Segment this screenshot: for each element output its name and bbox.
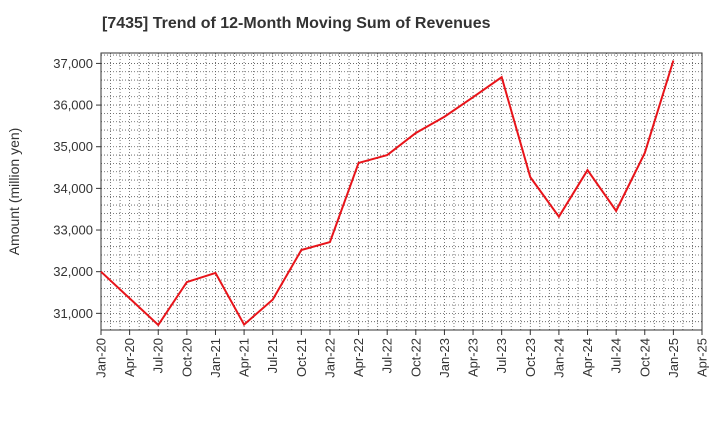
x-tick-label: Oct-22 — [408, 338, 423, 377]
x-tick-label: Jul-24 — [609, 338, 624, 373]
x-tick-label: Jan-25 — [666, 338, 681, 378]
y-axis-title: Amount (million yen) — [6, 128, 22, 256]
x-tick-label: Oct-20 — [179, 338, 194, 377]
y-tick-label: 33,000 — [53, 223, 93, 238]
x-tick-label: Oct-21 — [294, 338, 309, 377]
x-tick-label: Jan-21 — [208, 338, 223, 378]
x-tick-label: Jan-24 — [551, 338, 566, 378]
x-tick-label: Jul-21 — [265, 338, 280, 373]
plot-frame — [100, 52, 703, 331]
x-tick-label: Jan-22 — [322, 338, 337, 378]
x-tick-label: Oct-24 — [637, 338, 652, 377]
x-tick-label: Jul-23 — [494, 338, 509, 373]
y-tick-label: 35,000 — [53, 139, 93, 154]
y-tick-label: 36,000 — [53, 98, 93, 113]
y-tick-label: 37,000 — [53, 56, 93, 71]
x-tick-label: Apr-23 — [466, 338, 481, 377]
x-tick-label: Oct-23 — [523, 338, 538, 377]
series-line — [100, 60, 675, 327]
y-axis-ticks: 31,000 32,000 33,000 34,000 35,000 36,000 37,0… — [53, 56, 101, 321]
x-tick-label: Jan-23 — [437, 338, 452, 378]
x-tick-label: Apr-25 — [695, 338, 710, 377]
chart-title: [7435] Trend of 12-Month Moving Sum of R… — [102, 15, 491, 32]
y-tick-label: 34,000 — [53, 181, 93, 196]
x-tick-label: Jul-20 — [151, 338, 166, 373]
y-tick-label: 32,000 — [53, 264, 93, 279]
y-tick-label: 31,000 — [53, 306, 93, 321]
x-tick-label: Jan-20 — [94, 338, 109, 378]
grid-lines — [100, 53, 703, 330]
x-tick-label: Apr-20 — [122, 338, 137, 377]
x-tick-label: Apr-21 — [237, 338, 252, 377]
x-tick-label: Apr-22 — [351, 338, 366, 377]
x-axis-ticks: Jan-20 Apr-20 Jul-20 Oct-20 Jan-21 Apr-21 Jul-… — [94, 330, 710, 378]
x-tick-label: Jul-22 — [380, 338, 395, 373]
x-tick-label: Apr-24 — [580, 338, 595, 377]
